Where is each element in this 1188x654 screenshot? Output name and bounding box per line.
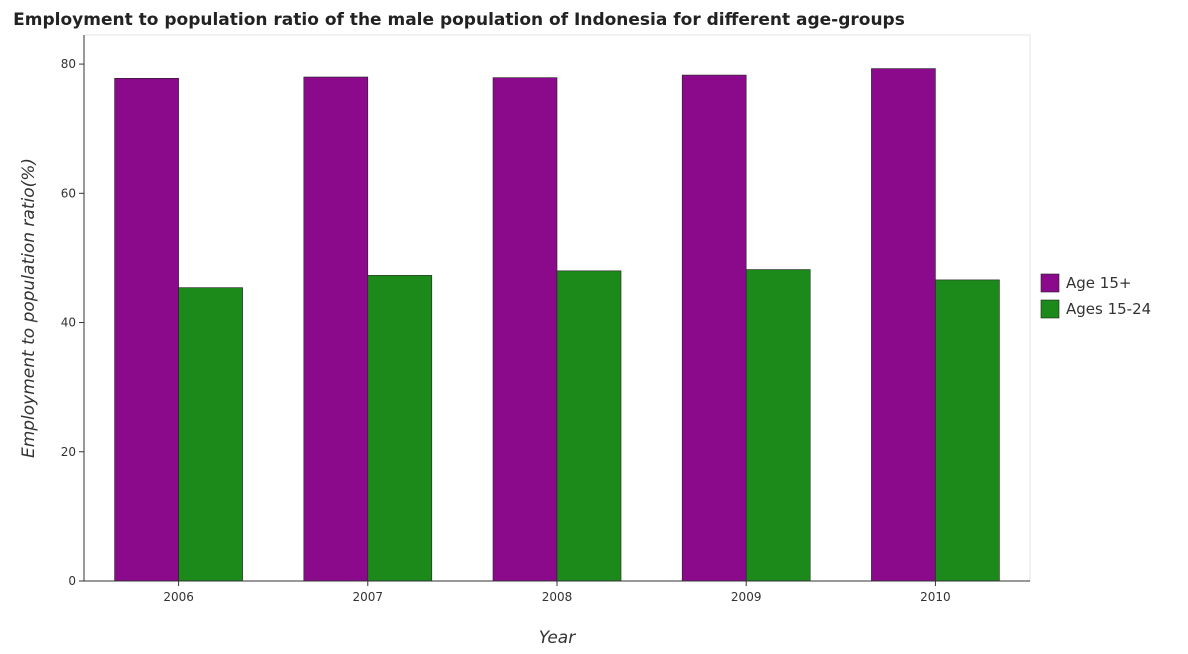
chart-title: Employment to population ratio of the ma… <box>13 10 905 30</box>
x-tick-label: 2008 <box>542 590 573 604</box>
x-tick-label: 2007 <box>353 590 384 604</box>
bar-age-15--2007 <box>303 76 369 582</box>
bar-ages-15-24-2009 <box>745 269 811 582</box>
bar-age-15--2009 <box>681 74 747 582</box>
y-tick-label: 0 <box>68 574 76 588</box>
legend-swatch <box>1040 273 1060 293</box>
bar-age-15--2008 <box>492 77 558 582</box>
x-tick-label: 2006 <box>163 590 194 604</box>
x-axis-label: Year <box>539 628 576 648</box>
bar-age-15--2010 <box>871 68 936 582</box>
y-tick-label: 60 <box>61 186 76 200</box>
legend: Age 15+ Ages 15-24 <box>1040 273 1151 319</box>
bar-ages-15-24-2008 <box>556 270 622 582</box>
legend-swatch <box>1040 299 1060 319</box>
legend-label: Ages 15-24 <box>1066 300 1151 318</box>
y-tick-label: 20 <box>61 445 76 459</box>
y-tick-label: 40 <box>61 316 76 330</box>
bars-group <box>114 68 1000 582</box>
y-ticks-group: 0 20 40 60 80 <box>61 57 84 588</box>
bar-ages-15-24-2010 <box>935 279 1000 582</box>
bar-ages-15-24-2007 <box>367 275 433 582</box>
bar-age-15--2006 <box>114 77 179 582</box>
x-tick-label: 2010 <box>920 590 951 604</box>
y-axis-label: Employment to population ratio(%) <box>19 158 39 458</box>
y-tick-label: 80 <box>61 57 76 71</box>
x-ticks-group: 2006 2007 2008 2009 2010 <box>163 581 951 604</box>
x-tick-label: 2009 <box>731 590 762 604</box>
bar-ages-15-24-2006 <box>178 287 243 582</box>
legend-label: Age 15+ <box>1066 274 1131 292</box>
